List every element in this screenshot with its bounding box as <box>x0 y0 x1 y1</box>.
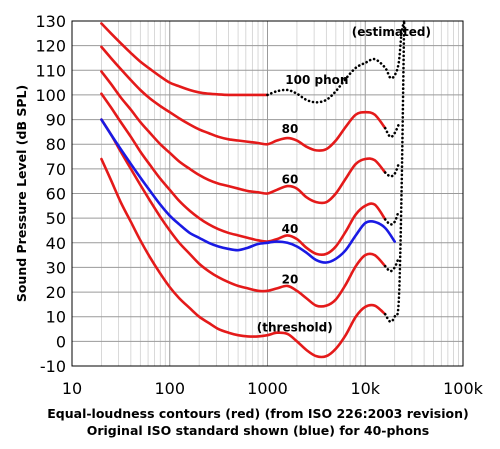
series-line-phon-20 <box>100 118 387 308</box>
y-tick-label: 30 <box>46 258 66 277</box>
y-tick-label: 90 <box>46 111 66 130</box>
annotation-label: 60 <box>282 173 299 187</box>
y-tick-label: 0 <box>56 332 66 351</box>
x-tick-label: 100k <box>443 379 484 398</box>
x-axis-label-line-2: Original ISO standard shown (blue) for 4… <box>87 423 430 438</box>
series-line-phon-40-estimated <box>383 209 401 226</box>
series-line-phon-20-estimated <box>383 256 401 273</box>
y-tick-label: 50 <box>46 209 66 228</box>
y-tick-label: 130 <box>35 12 66 31</box>
y-tick-label: 60 <box>46 185 66 204</box>
annotation-label: (threshold) <box>257 321 333 335</box>
annotation-label: 20 <box>282 272 299 286</box>
plot-frame <box>71 20 464 367</box>
y-tick-label: 100 <box>35 86 66 105</box>
series-line-phon-100-estimated <box>266 19 406 104</box>
annotation-label: 40 <box>282 222 299 236</box>
series-line-threshold <box>100 157 387 359</box>
y-tick-label: -10 <box>40 357 66 376</box>
series-line-phon-80 <box>100 45 387 152</box>
series-line-phon-100 <box>100 22 269 97</box>
annotations: (estimated) 100 phon 80 60 40 20 (threshold) <box>257 25 431 335</box>
series-line-iso-original-40 <box>100 118 396 264</box>
y-tick-label: 10 <box>46 308 66 327</box>
annotation-label: 100 phon <box>285 73 348 87</box>
y-tick-label: 110 <box>35 61 66 80</box>
series-lines <box>100 19 406 359</box>
y-tick-label: 70 <box>46 160 66 179</box>
x-tick-label: 100 <box>154 379 185 398</box>
x-axis-label-line-1: Equal-loudness contours (red) (from ISO … <box>47 406 468 421</box>
series-line-phon-40 <box>100 92 387 257</box>
y-tick-label: 20 <box>46 283 66 302</box>
annotation-label: 80 <box>282 122 299 136</box>
y-axis-label: Sound Pressure Level (dB SPL) <box>14 85 29 302</box>
y-tick-label: 40 <box>46 234 66 253</box>
series-line-phon-60-estimated <box>383 162 401 178</box>
series-line-phon-80-estimated <box>383 123 401 139</box>
series-line-phon-60 <box>100 70 387 205</box>
annotation-label: (estimated) <box>352 25 431 39</box>
x-tick-labels: 10 100 1000 10k 100k <box>62 379 484 398</box>
y-tick-label: 80 <box>46 135 66 154</box>
x-tick-label: 10k <box>350 379 380 398</box>
x-tick-label: 1000 <box>247 379 288 398</box>
x-tick-label: 10 <box>62 379 82 398</box>
series-line-threshold-estimated <box>383 19 406 323</box>
y-tick-label: 120 <box>35 37 66 56</box>
